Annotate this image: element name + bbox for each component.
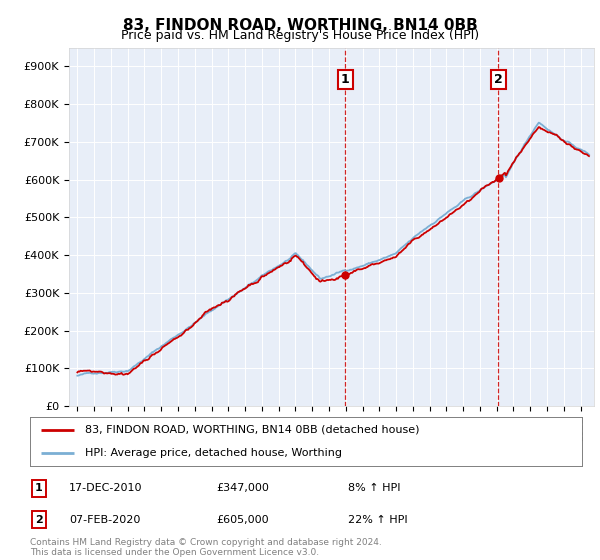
Text: Contains HM Land Registry data © Crown copyright and database right 2024.
This d: Contains HM Land Registry data © Crown c… — [30, 538, 382, 557]
Text: 83, FINDON ROAD, WORTHING, BN14 0BB (detached house): 83, FINDON ROAD, WORTHING, BN14 0BB (det… — [85, 425, 420, 435]
Text: HPI: Average price, detached house, Worthing: HPI: Average price, detached house, Wort… — [85, 447, 342, 458]
Point — [494, 173, 503, 182]
Text: 83, FINDON ROAD, WORTHING, BN14 0BB: 83, FINDON ROAD, WORTHING, BN14 0BB — [122, 18, 478, 33]
Text: 17-DEC-2010: 17-DEC-2010 — [69, 483, 143, 493]
Text: 2: 2 — [35, 515, 43, 525]
Text: 07-FEB-2020: 07-FEB-2020 — [69, 515, 140, 525]
Text: 8% ↑ HPI: 8% ↑ HPI — [348, 483, 401, 493]
Text: £347,000: £347,000 — [216, 483, 269, 493]
Text: £605,000: £605,000 — [216, 515, 269, 525]
Text: 22% ↑ HPI: 22% ↑ HPI — [348, 515, 407, 525]
Text: Price paid vs. HM Land Registry's House Price Index (HPI): Price paid vs. HM Land Registry's House … — [121, 29, 479, 42]
Text: 2: 2 — [494, 73, 503, 86]
Point — [340, 270, 350, 279]
Text: 1: 1 — [35, 483, 43, 493]
Text: 1: 1 — [341, 73, 349, 86]
